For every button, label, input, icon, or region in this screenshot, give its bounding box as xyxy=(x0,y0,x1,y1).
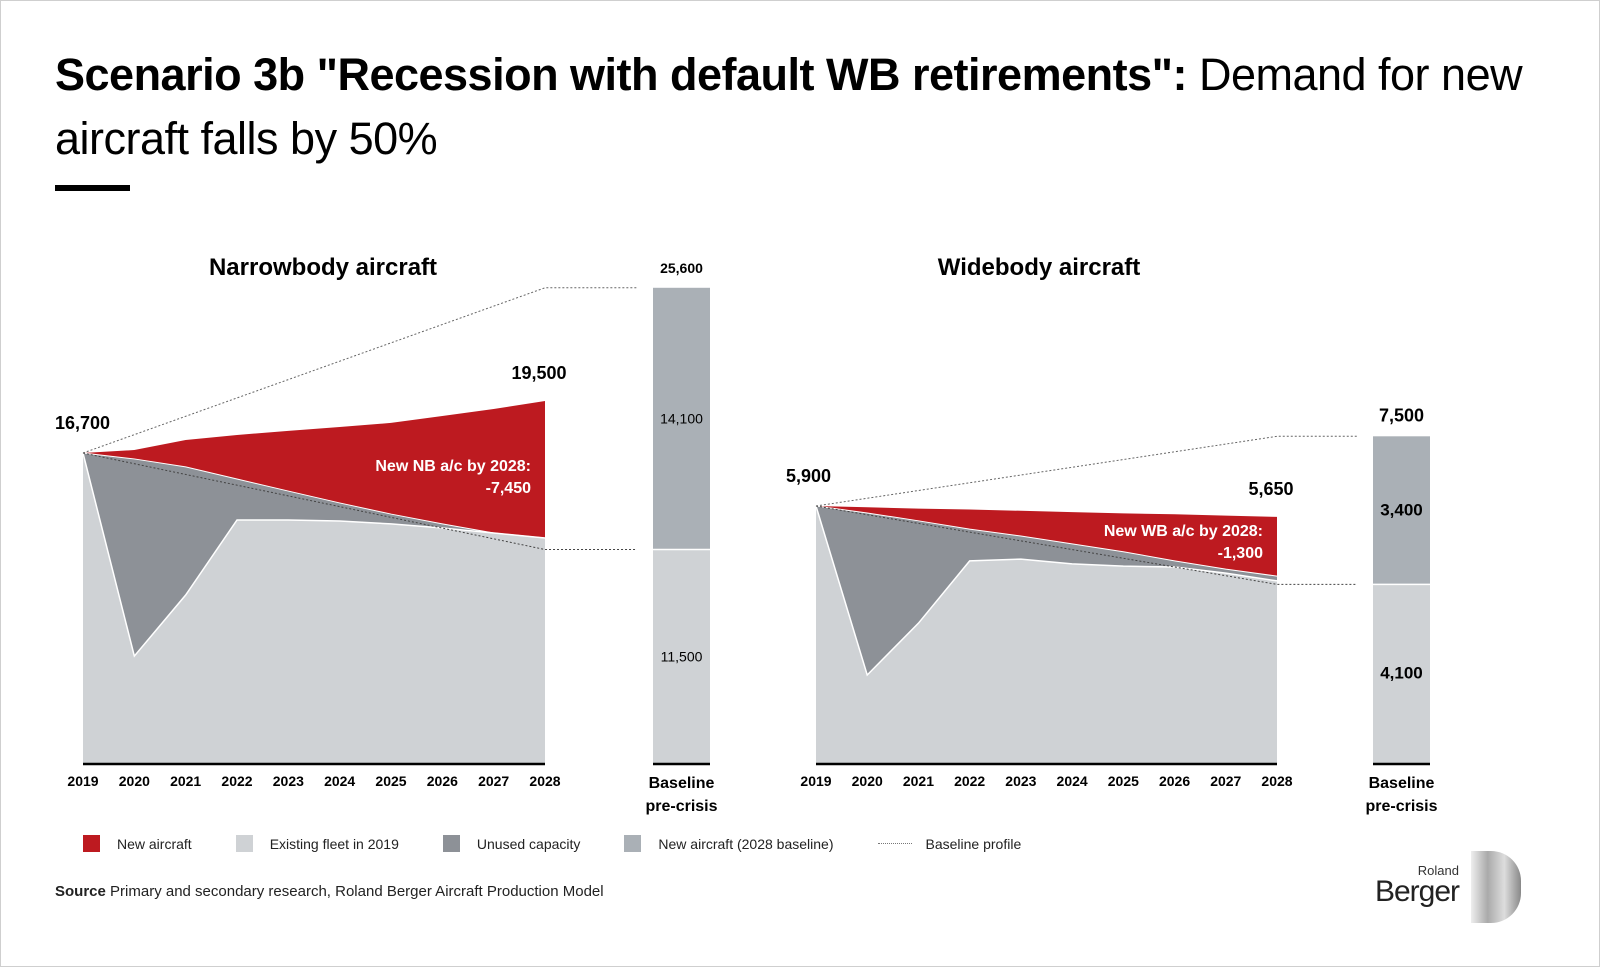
x-tick-label: 2021 xyxy=(903,773,934,789)
baseline-profile-lower xyxy=(82,452,637,551)
x-tick-label: 2025 xyxy=(1108,773,1139,789)
x-tick-label: 2019 xyxy=(800,773,831,789)
logo-line2: Berger xyxy=(1374,875,1460,908)
baseline-profile-lower xyxy=(815,505,1357,585)
baseline-bar-new xyxy=(653,287,710,550)
x-tick-label: 2028 xyxy=(529,773,560,789)
existing-fleet-area xyxy=(816,506,1277,763)
x-tick-label: 2023 xyxy=(1005,773,1036,789)
legend-dash xyxy=(877,843,912,844)
legend: New aircraft Existing fleet in 2019 Unus… xyxy=(83,835,1065,852)
legend-new: New aircraft xyxy=(83,835,192,852)
annotation-line2: -7,450 xyxy=(486,480,531,497)
baseline-bar-existing xyxy=(1373,584,1430,763)
x-tick-label: 2021 xyxy=(170,773,201,789)
bar-total-label: 25,600 xyxy=(660,260,703,276)
legend-swatch xyxy=(624,835,642,852)
unused-capacity-area xyxy=(816,506,1277,676)
legend-swatch xyxy=(442,835,460,852)
x-tick-label: 2022 xyxy=(221,773,252,789)
legend-baseline-profile: Baseline profile xyxy=(877,835,1022,852)
start-value-label: 16,700 xyxy=(55,413,110,433)
x-tick-label: 2025 xyxy=(375,773,406,789)
new-aircraft-area xyxy=(83,401,545,539)
annotation-line1: New WB a/c by 2028: xyxy=(1104,523,1263,540)
chart-title: Widebody aircraft xyxy=(938,254,1141,281)
x-tick-label: 2024 xyxy=(1057,773,1088,789)
x-tick-label: 2024 xyxy=(324,773,355,789)
source-text: Primary and secondary research, Roland B… xyxy=(105,883,604,900)
legend-swatch xyxy=(235,835,253,852)
x-tick-label: 2019 xyxy=(67,773,98,789)
bar-category-label: Baseline xyxy=(1369,775,1435,792)
bar-new-label: 14,100 xyxy=(660,411,703,427)
legend-existing: Existing fleet in 2019 xyxy=(235,835,399,852)
legend-baseline-new: New aircraft (2028 baseline) xyxy=(624,835,834,852)
existing-fleet-edge xyxy=(815,505,1278,677)
x-tick-label: 2020 xyxy=(119,773,150,789)
legend-label: Baseline profile xyxy=(925,835,1022,852)
legend-swatch xyxy=(83,835,100,852)
bar-category-label: Baseline xyxy=(649,775,715,792)
logo-b-mark xyxy=(1471,851,1521,923)
annotation-line2: -1,300 xyxy=(1218,545,1263,562)
start-value-label: 5,900 xyxy=(786,466,831,486)
x-tick-label: 2027 xyxy=(1210,773,1241,789)
x-tick-label: 2027 xyxy=(478,773,509,789)
roland-berger-logo: Roland Berger xyxy=(1371,851,1521,923)
chart-title: Narrowbody aircraft xyxy=(209,254,437,281)
title-rule xyxy=(55,185,130,191)
x-tick-label: 2026 xyxy=(1159,773,1190,789)
annotation-line1: New NB a/c by 2028: xyxy=(375,458,531,475)
legend-label: Unused capacity xyxy=(476,835,581,852)
source-label: Source xyxy=(55,883,106,900)
unused-edge xyxy=(82,452,546,539)
logo-line1: Roland xyxy=(1417,863,1459,878)
unused-capacity-area xyxy=(83,453,545,657)
bar-new-label: 3,400 xyxy=(1380,500,1423,519)
title-bold: Scenario 3b "Recession with default WB r… xyxy=(55,49,1187,100)
bar-existing-label: 11,500 xyxy=(661,648,703,664)
x-tick-label: 2023 xyxy=(273,773,304,789)
x-tick-label: 2020 xyxy=(852,773,883,789)
legend-label: New aircraft (2028 baseline) xyxy=(658,835,834,852)
baseline-bar-existing xyxy=(653,549,710,763)
title-rest: Demand for new aircraft falls by 50% xyxy=(55,49,1523,164)
x-tick-label: 2028 xyxy=(1261,773,1292,789)
bar-category-label: pre-crisis xyxy=(645,798,717,815)
page-title: Scenario 3b "Recession with default WB r… xyxy=(55,43,1555,171)
source-note: Source Primary and secondary research, R… xyxy=(55,883,604,900)
bar-category-label: pre-crisis xyxy=(1365,798,1437,815)
x-tick-label: 2026 xyxy=(427,773,458,789)
end-value-label: 5,650 xyxy=(1248,479,1293,499)
legend-label: Existing fleet in 2019 xyxy=(269,835,399,852)
existing-fleet-edge xyxy=(82,452,546,658)
end-value-label: 19,500 xyxy=(511,363,566,383)
unused-edge xyxy=(815,505,1278,577)
x-tick-label: 2022 xyxy=(954,773,985,789)
existing-fleet-area xyxy=(83,453,545,763)
bar-existing-label: 4,100 xyxy=(1380,664,1423,683)
bar-total-label: 7,500 xyxy=(1379,405,1424,425)
legend-label: New aircraft xyxy=(117,835,192,852)
baseline-bar-new xyxy=(1373,436,1430,585)
legend-unused: Unused capacity xyxy=(442,835,581,852)
